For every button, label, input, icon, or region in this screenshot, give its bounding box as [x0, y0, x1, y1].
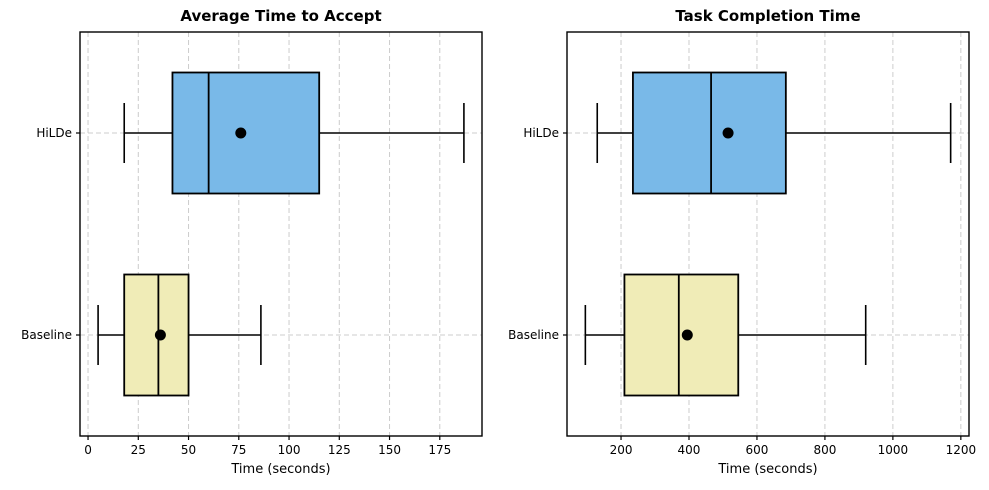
x-tick-label: 175 — [428, 443, 451, 457]
mean-marker-baseline — [154, 329, 166, 341]
x-tick-label: 50 — [181, 443, 196, 457]
x-tick-label: 1200 — [946, 443, 977, 457]
x-axis-label-left: Time (seconds) — [231, 462, 331, 477]
x-tick-label: 1000 — [878, 443, 909, 457]
mean-marker-baseline — [681, 329, 693, 341]
x-tick-label: 200 — [610, 443, 633, 457]
axes-frame — [566, 31, 970, 437]
x-tick-label: 125 — [328, 443, 351, 457]
mean-marker-hilde — [722, 127, 734, 139]
iqr-box-hilde — [632, 71, 787, 195]
chart-title-left: Average Time to Accept — [180, 7, 382, 25]
category-label-hilde: HiLDe — [523, 126, 559, 140]
category-label-baseline: Baseline — [21, 328, 72, 342]
x-tick-label: 100 — [278, 443, 301, 457]
x-tick-label: 75 — [231, 443, 246, 457]
chart-title-right: Task Completion Time — [675, 7, 861, 25]
x-tick-label: 25 — [131, 443, 146, 457]
x-tick-label: 0 — [84, 443, 92, 457]
mean-marker-hilde — [235, 127, 247, 139]
axes-frame — [79, 31, 483, 437]
x-tick-label: 400 — [678, 443, 701, 457]
x-tick-label: 150 — [378, 443, 401, 457]
category-label-baseline: Baseline — [508, 328, 559, 342]
x-tick-label: 600 — [746, 443, 769, 457]
category-label-hilde: HiLDe — [36, 126, 72, 140]
x-axis-label-right: Time (seconds) — [718, 462, 818, 477]
x-tick-label: 800 — [813, 443, 836, 457]
iqr-box-baseline — [623, 273, 740, 397]
